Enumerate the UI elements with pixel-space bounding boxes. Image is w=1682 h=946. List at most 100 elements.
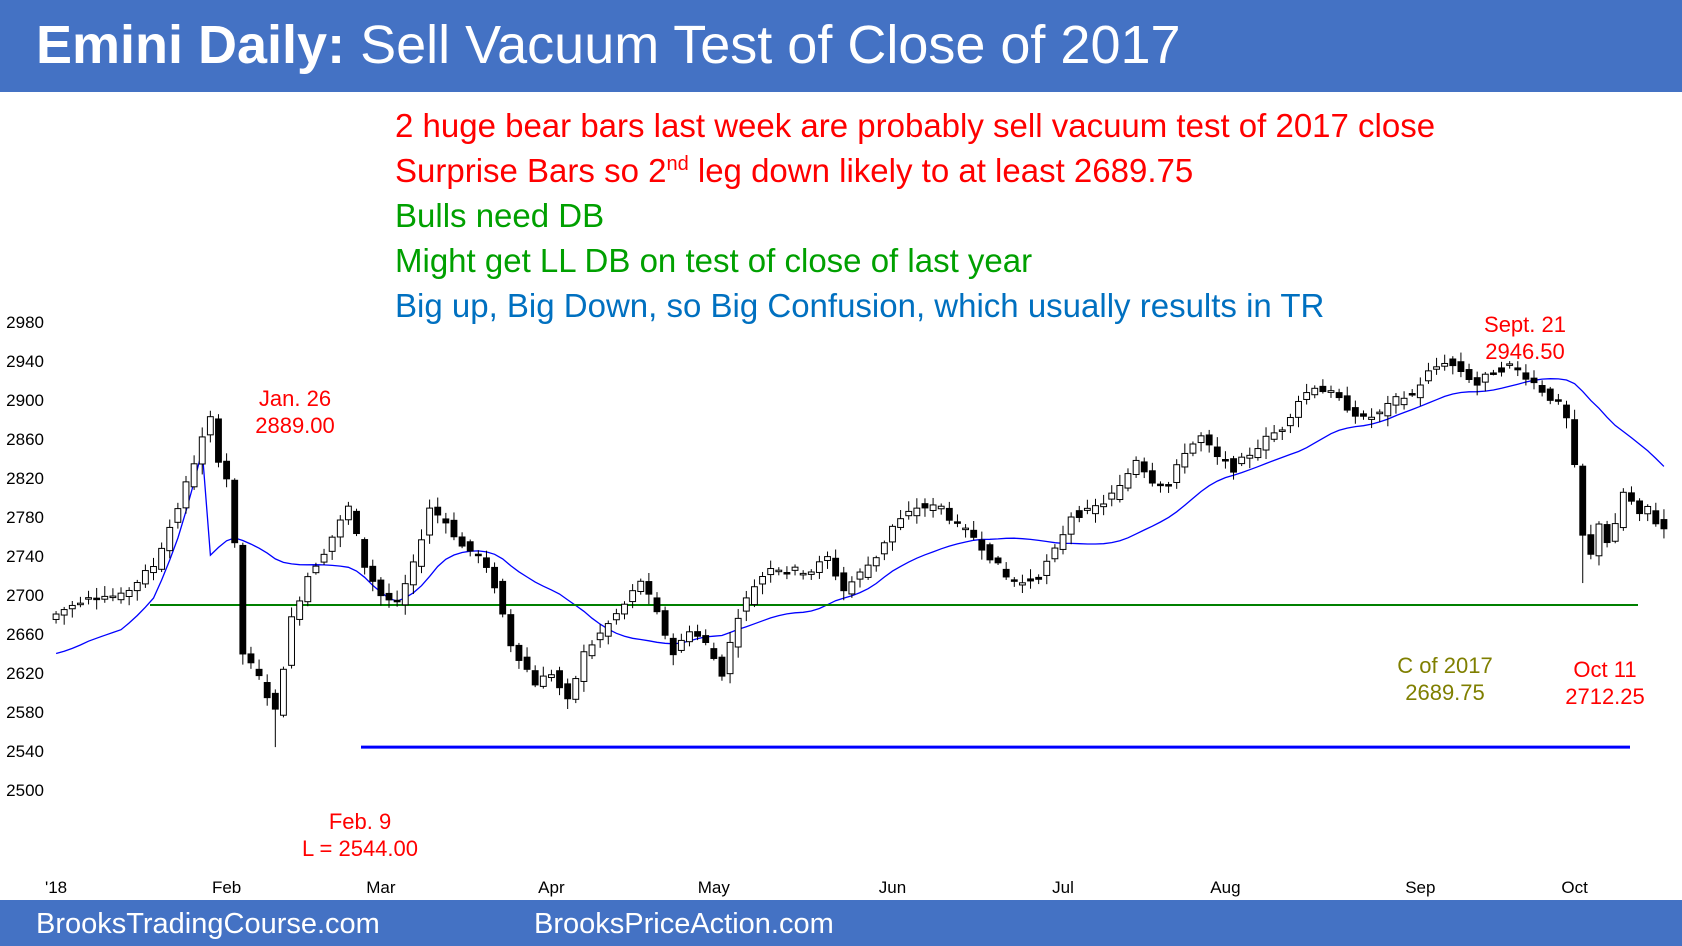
bull-candle xyxy=(1384,402,1392,417)
bull-candle xyxy=(1611,523,1619,542)
bear-candle xyxy=(970,529,978,538)
bear-candle xyxy=(1652,510,1660,525)
bear-candle xyxy=(369,565,377,582)
bull-candle xyxy=(426,507,434,536)
x-tick-label: Feb xyxy=(212,878,241,897)
bull-candle xyxy=(296,600,304,620)
bull-candle xyxy=(158,547,166,570)
bull-candle xyxy=(751,586,758,606)
bear-candle xyxy=(1522,372,1530,380)
bull-candle xyxy=(1116,485,1124,501)
bull-candle xyxy=(815,561,823,573)
bull-candle xyxy=(1303,392,1311,400)
bear-candle xyxy=(263,682,271,699)
note-2-sup: nd xyxy=(666,153,689,175)
footer-link-trading-course[interactable]: BrooksTradingCourse.com xyxy=(36,908,380,940)
bull-candle xyxy=(198,436,206,465)
bear-candle xyxy=(718,656,726,677)
bear-candle xyxy=(669,637,677,656)
x-tick-label: Jun xyxy=(879,878,906,897)
bear-candle xyxy=(255,668,263,677)
chart-title-rest: Sell Vacuum Test of Close of 2017 xyxy=(345,15,1181,75)
bear-candle xyxy=(1489,372,1497,375)
bull-candle xyxy=(1295,400,1302,418)
footer-link-price-action[interactable]: BrooksPriceAction.com xyxy=(534,908,834,940)
bull-candle xyxy=(1481,373,1489,383)
annotation-sept21-value: 2946.50 xyxy=(1485,339,1565,364)
bull-candle xyxy=(621,603,628,615)
bear-candle xyxy=(1319,385,1327,393)
bull-candle xyxy=(913,507,921,517)
bull-candle xyxy=(1238,456,1246,465)
bull-candle xyxy=(401,583,409,606)
y-tick-label: 2540 xyxy=(6,742,44,761)
annotation-c2017-label: C of 2017 xyxy=(1397,653,1493,678)
bull-candle xyxy=(1595,523,1603,557)
bull-candle xyxy=(101,595,109,600)
bull-candle xyxy=(791,566,799,571)
bull-candle xyxy=(856,571,864,580)
bull-candle xyxy=(141,570,149,585)
bear-candle xyxy=(832,557,840,577)
x-tick-label: Apr xyxy=(538,878,565,897)
bear-candle xyxy=(531,670,539,686)
bull-candle xyxy=(280,668,287,716)
bear-candle xyxy=(1002,568,1010,578)
bear-candle xyxy=(1498,367,1505,373)
footer-bar: BrooksTradingCourse.com BrooksPriceActio… xyxy=(0,900,1682,946)
note-1: 2 huge bear bars last week are probably … xyxy=(395,103,1435,148)
annotation-feb9-label: Feb. 9 xyxy=(328,809,392,834)
y-tick-label: 2860 xyxy=(6,430,44,449)
bear-candle xyxy=(523,656,531,670)
bull-candle xyxy=(182,481,190,509)
bear-candle xyxy=(1538,385,1546,393)
annotation-jan26-value: 2889.00 xyxy=(255,413,335,438)
bear-candle xyxy=(840,572,848,592)
bear-candle xyxy=(1563,404,1570,419)
bear-candle xyxy=(994,557,1002,564)
bull-candle xyxy=(1173,464,1181,483)
bear-candle xyxy=(1205,434,1213,446)
bull-candle xyxy=(85,597,92,600)
annotation-oct11-value: 2712.25 xyxy=(1565,684,1645,709)
bull-candle xyxy=(864,564,872,578)
bull-candle xyxy=(133,582,141,592)
bear-candle xyxy=(556,670,563,689)
note-1-text: 2 huge bear bars last week are probably … xyxy=(395,107,1436,144)
bear-candle xyxy=(653,597,661,613)
bear-candle xyxy=(1027,578,1034,582)
x-tick-label: Oct xyxy=(1561,878,1588,897)
bear-candle xyxy=(954,521,961,524)
bear-candle xyxy=(223,460,231,480)
bull-candle xyxy=(539,675,547,687)
bear-candle xyxy=(483,557,490,568)
bear-candle xyxy=(385,592,393,601)
bull-candle xyxy=(60,609,68,616)
title-bar: Emini Daily: Sell Vacuum Test of Close o… xyxy=(0,0,1682,92)
bull-candle xyxy=(1433,366,1440,370)
y-tick-label: 2660 xyxy=(6,625,44,644)
bull-candle xyxy=(580,651,588,682)
bull-candle xyxy=(1197,435,1205,444)
y-tick-label: 2580 xyxy=(6,703,44,722)
bear-candle xyxy=(1351,407,1359,417)
x-tick-label: '18 xyxy=(45,878,67,897)
y-tick-label: 2900 xyxy=(6,391,44,410)
bull-candle xyxy=(929,504,937,511)
bear-candle xyxy=(239,544,247,655)
x-tick-label: Jul xyxy=(1052,878,1074,897)
bull-candle xyxy=(1124,473,1132,489)
annotation-feb9-value: L = 2544.00 xyxy=(301,836,418,861)
bull-candle xyxy=(1100,503,1108,508)
bear-candle xyxy=(1530,377,1538,384)
annotation-c2017: C of 2017 2689.75 xyxy=(1380,652,1510,706)
bear-candle xyxy=(231,479,239,544)
bear-candle xyxy=(1636,500,1644,515)
bull-candle xyxy=(1018,582,1026,586)
bull-candle xyxy=(125,589,133,597)
chart-title-bold: Emini Daily: xyxy=(36,15,346,75)
bull-candle xyxy=(897,518,905,528)
bear-candle xyxy=(499,580,507,615)
bear-candle xyxy=(694,631,702,637)
bull-candle xyxy=(880,542,888,555)
